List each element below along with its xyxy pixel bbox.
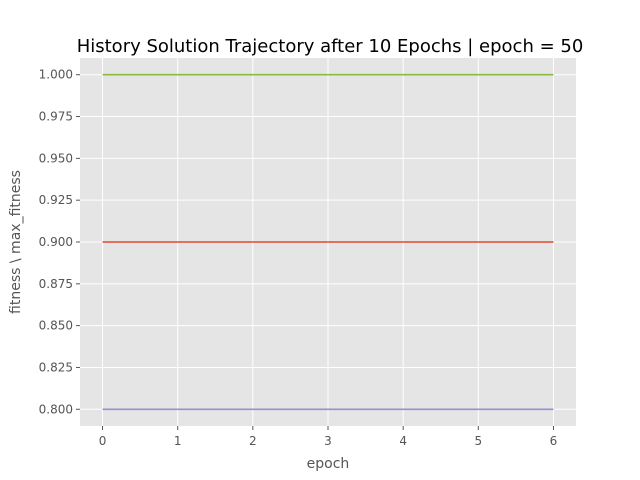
y-tick-label: 0.825 [39, 360, 73, 374]
x-tick-label: 1 [174, 434, 182, 448]
x-axis-label: epoch [307, 456, 350, 472]
x-tick-label: 2 [249, 434, 257, 448]
y-tick-label: 0.975 [39, 110, 73, 124]
y-axis-ticks: 0.800 0.825 0.850 0.875 0.900 0.925 0.950 0.975… [39, 68, 80, 416]
y-tick-label: 0.875 [39, 277, 73, 291]
y-tick-label: 0.900 [39, 235, 73, 249]
series-layer [102, 73, 554, 411]
y-tick-label: 0.950 [39, 151, 73, 165]
y-tick-label: 0.800 [39, 402, 73, 416]
x-tick-label: 4 [399, 434, 407, 448]
x-tick-label: 5 [474, 434, 482, 448]
x-axis-ticks: 0 1 2 3 4 5 6 [99, 426, 558, 448]
y-tick-label: 0.925 [39, 193, 73, 207]
y-tick-label: 1.000 [39, 68, 73, 82]
x-tick-label: 0 [99, 434, 107, 448]
chart-title: History Solution Trajectory after 10 Epo… [77, 36, 584, 57]
y-tick-label: 0.850 [39, 319, 73, 333]
y-axis-label: fitness \ max_fitness [8, 170, 24, 314]
x-tick-label: 3 [324, 434, 332, 448]
x-tick-label: 6 [550, 434, 558, 448]
